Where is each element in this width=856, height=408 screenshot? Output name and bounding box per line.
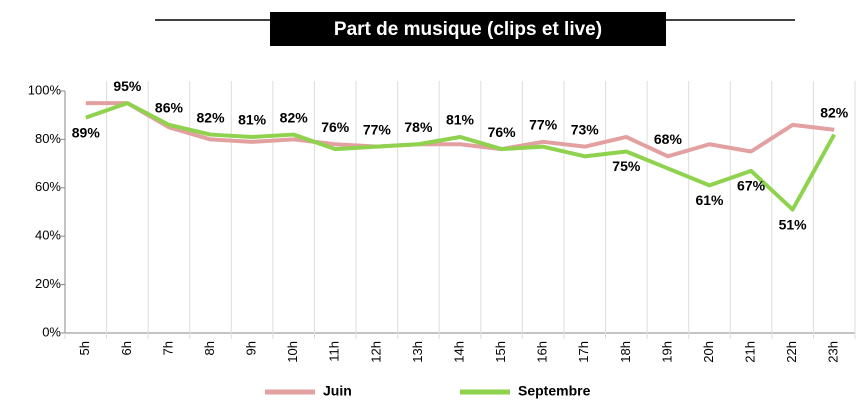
y-tick-label: 40% (35, 228, 61, 243)
data-label: 82% (280, 109, 309, 125)
data-label: 89% (72, 124, 101, 140)
chart-title: Part de musique (clips et live) (334, 19, 602, 40)
x-tick-label: 14h (451, 341, 466, 363)
y-tick-label: 80% (35, 131, 61, 146)
x-tick-label: 20h (701, 341, 716, 363)
legend-label: Juin (323, 383, 352, 399)
y-tick-label: 60% (35, 179, 61, 194)
x-tick-label: 15h (493, 341, 508, 363)
x-tick-label: 9h (244, 341, 259, 355)
x-tick-label: 23h (826, 341, 841, 363)
x-tick-label: 6h (119, 341, 134, 355)
x-tick-label: 21h (742, 341, 757, 363)
x-tick-label: 18h (618, 341, 633, 363)
data-label: 51% (779, 216, 808, 232)
x-tick-label: 11h (327, 341, 342, 362)
x-tick-label: 12h (368, 341, 383, 363)
x-tick-label: 13h (410, 341, 425, 363)
data-label: 81% (238, 112, 267, 128)
x-tick-label: 7h (160, 341, 175, 355)
x-tick-label: 8h (202, 341, 217, 355)
x-tick-label: 17h (576, 341, 591, 363)
data-label: 76% (321, 119, 350, 135)
data-label: 73% (571, 121, 600, 137)
data-label: 61% (695, 192, 724, 208)
data-label: 86% (155, 100, 184, 116)
y-tick-label: 100% (28, 82, 62, 97)
x-tick-label: 22h (784, 341, 799, 363)
y-tick-label: 20% (35, 276, 61, 291)
data-label: 75% (612, 158, 641, 174)
data-label: 76% (488, 124, 517, 140)
x-tick-label: 10h (285, 341, 300, 363)
data-label: 82% (197, 109, 226, 125)
data-label: 68% (654, 131, 683, 147)
data-label: 82% (820, 104, 849, 120)
data-label: 77% (529, 117, 558, 133)
x-tick-label: 16h (535, 341, 550, 363)
data-label: 77% (363, 121, 392, 137)
data-label: 95% (113, 78, 142, 94)
x-tick-label: 19h (659, 341, 674, 363)
title-box (270, 12, 666, 46)
data-label: 81% (446, 112, 475, 128)
data-label: 78% (404, 119, 433, 135)
legend-label: Septembre (518, 383, 591, 399)
series-line (85, 101, 835, 159)
series-line (85, 101, 836, 212)
x-tick-label: 5h (77, 341, 92, 355)
data-label: 67% (737, 178, 766, 194)
y-tick-label: 0% (42, 324, 61, 339)
